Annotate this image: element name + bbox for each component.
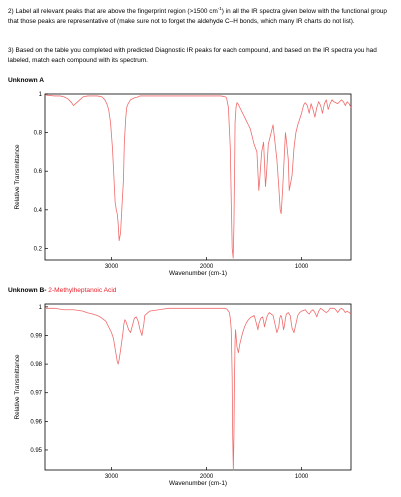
x-tick-label: 2000 [200, 264, 214, 270]
y-tick-label: 0.6 [34, 169, 43, 175]
y-tick-label: 1 [39, 92, 43, 98]
y-axis-label: Relative Transmittance [14, 144, 21, 209]
x-tick-label: 2000 [200, 474, 214, 480]
question-2-text: 2) Label all relevant peaks that are abo… [8, 4, 392, 26]
y-tick-label: 0.96 [30, 419, 42, 425]
y-tick-label: 0.95 [30, 448, 42, 454]
unknown-a-heading: Unknown A [8, 77, 45, 84]
x-tick-label: 1000 [295, 474, 309, 480]
y-tick-label: 0.2 [34, 246, 43, 252]
x-axis-label: Wavenumber (cm-1) [169, 480, 227, 487]
y-tick-label: 0.98 [30, 362, 42, 368]
y-axis-label: Relative Transmittance [14, 354, 21, 419]
x-tick-label: 1000 [295, 264, 309, 270]
unknown-b-ir-spectrum: 0.95 0.96 0.97 0.98 0.99 1 3000 2000 1000 Wavenum… [14, 303, 352, 487]
x-tick-label: 3000 [105, 474, 119, 480]
unknown-b-label: Unknown B- [8, 287, 47, 294]
q2-text-end: ) in all the IR spectra given below with… [8, 8, 387, 25]
y-tick-label: 0.99 [30, 333, 42, 339]
unknown-b-compound-name: 2-Methylheptanoic Acid [46, 287, 117, 294]
x-tick-label: 3000 [105, 264, 119, 270]
unknown-a-ir-spectrum: 0.2 0.4 0.6 0.8 1 3000 2000 1000 Wavenumber (cm-… [14, 92, 352, 277]
x-axis-label: Wavenumber (cm-1) [169, 270, 227, 277]
spectrum-line [44, 94, 352, 259]
q2-superscript: -1 [217, 6, 222, 11]
question-3-text: 3) Based on the table you completed with… [8, 47, 377, 64]
q2-text-start: 2) Label all relevant peaks that are abo… [8, 8, 218, 16]
y-tick-label: 0.4 [34, 208, 43, 214]
y-tick-label: 0.8 [34, 131, 43, 137]
plot-frame [44, 93, 352, 261]
unknown-b-heading: Unknown B- 2-Methylheptanoic Acid [8, 287, 116, 294]
spectrum-line [45, 307, 352, 471]
y-tick-label: 1 [39, 305, 43, 311]
y-tick-label: 0.97 [30, 391, 42, 397]
plot-frame [44, 303, 352, 471]
